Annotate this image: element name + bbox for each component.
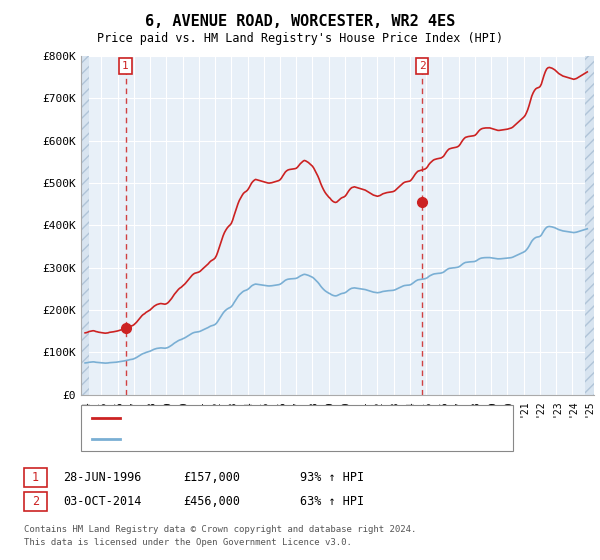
Text: 63% ↑ HPI: 63% ↑ HPI [300, 494, 364, 508]
Bar [584, 56, 594, 395]
Text: 28-JUN-1996: 28-JUN-1996 [63, 470, 142, 484]
Text: £157,000: £157,000 [183, 470, 240, 484]
Text: 1: 1 [122, 61, 129, 71]
Text: 6, AVENUE ROAD, WORCESTER, WR2 4ES (detached house): 6, AVENUE ROAD, WORCESTER, WR2 4ES (deta… [126, 413, 445, 423]
Text: 2: 2 [419, 61, 425, 71]
Bar [81, 56, 89, 395]
Text: 2: 2 [32, 494, 39, 508]
Text: Contains HM Land Registry data © Crown copyright and database right 2024.: Contains HM Land Registry data © Crown c… [24, 525, 416, 534]
Text: £456,000: £456,000 [183, 494, 240, 508]
Text: 1: 1 [32, 470, 39, 484]
Text: 03-OCT-2014: 03-OCT-2014 [63, 494, 142, 508]
Text: This data is licensed under the Open Government Licence v3.0.: This data is licensed under the Open Gov… [24, 538, 352, 547]
Text: HPI: Average price, detached house, Worcester: HPI: Average price, detached house, Worc… [126, 434, 407, 444]
Text: 93% ↑ HPI: 93% ↑ HPI [300, 470, 364, 484]
Text: Price paid vs. HM Land Registry's House Price Index (HPI): Price paid vs. HM Land Registry's House … [97, 32, 503, 45]
Text: 6, AVENUE ROAD, WORCESTER, WR2 4ES: 6, AVENUE ROAD, WORCESTER, WR2 4ES [145, 14, 455, 29]
